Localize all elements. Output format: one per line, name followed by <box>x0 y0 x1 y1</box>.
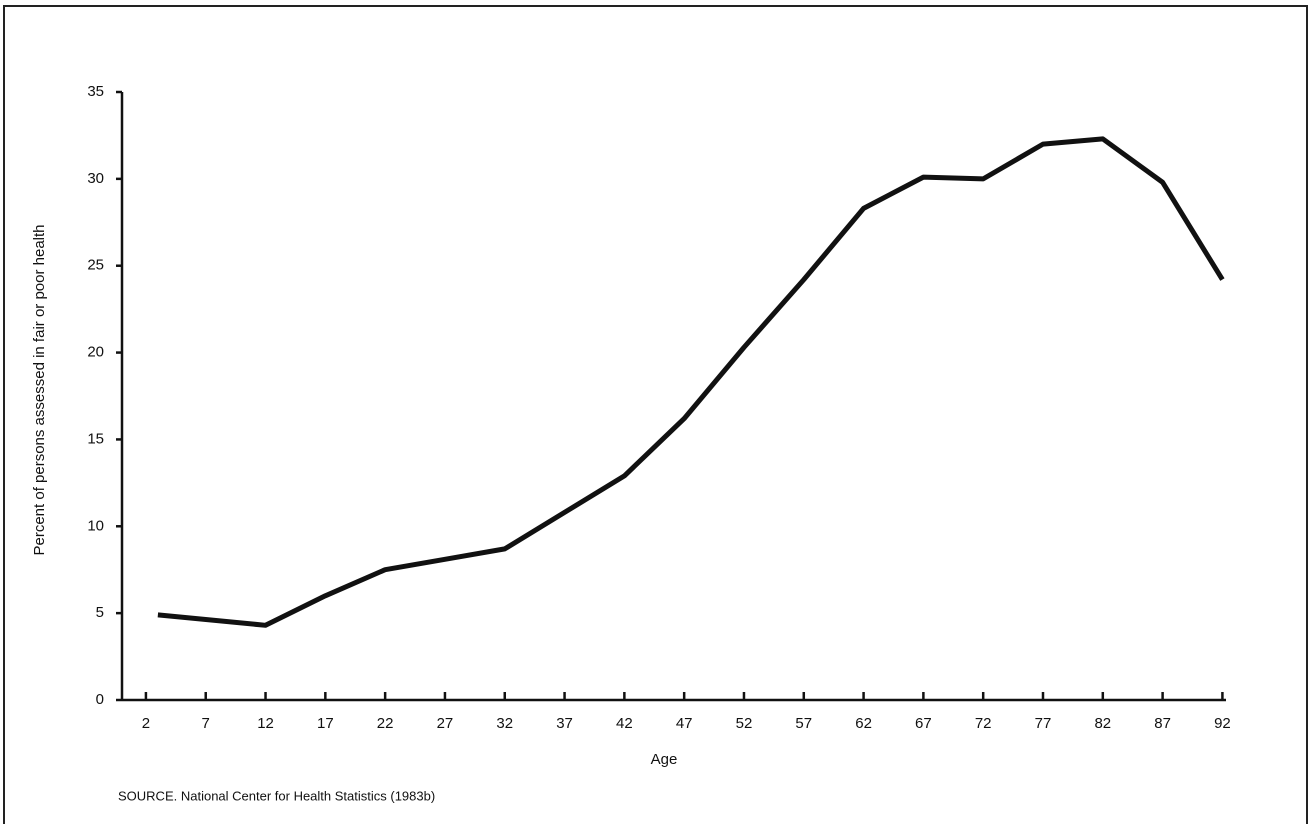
x-tick-label: 52 <box>736 715 753 732</box>
y-tick-label: 30 <box>87 170 104 187</box>
x-tick-label: 67 <box>915 715 932 732</box>
x-tick-label: 62 <box>855 715 872 732</box>
x-tick-label: 12 <box>257 715 274 732</box>
x-tick-label: 92 <box>1214 715 1231 732</box>
x-tick-label: 17 <box>317 715 334 732</box>
x-tick-label: 57 <box>795 715 812 732</box>
x-tick-label: 42 <box>616 715 633 732</box>
x-tick-label: 2 <box>142 715 150 732</box>
x-tick-label: 72 <box>975 715 992 732</box>
x-tick-label: 37 <box>556 715 573 732</box>
y-tick-label: 5 <box>96 604 104 621</box>
x-tick-label: 27 <box>437 715 454 732</box>
data-line <box>157 136 1225 628</box>
y-tick-label: 20 <box>87 344 104 361</box>
source-note: SOURCE. National Center for Health Stati… <box>118 788 435 803</box>
x-tick-label: 7 <box>202 715 210 732</box>
x-tick-label: 47 <box>676 715 693 732</box>
x-tick-label: 82 <box>1094 715 1111 732</box>
y-tick-label: 0 <box>96 691 104 708</box>
x-tick-label: 87 <box>1154 715 1171 732</box>
y-tick-label: 15 <box>87 430 104 447</box>
x-tick-label: 22 <box>377 715 394 732</box>
frame <box>3 5 1308 824</box>
x-tick-label: 32 <box>496 715 513 732</box>
y-tick-label: 35 <box>87 83 104 100</box>
y-tick-label: 25 <box>87 257 104 274</box>
y-axis-label: Percent of persons assessed in fair or p… <box>31 224 48 555</box>
x-tick-label: 77 <box>1035 715 1052 732</box>
x-axis-label: Age <box>651 751 678 768</box>
y-tick-label: 10 <box>87 517 104 534</box>
